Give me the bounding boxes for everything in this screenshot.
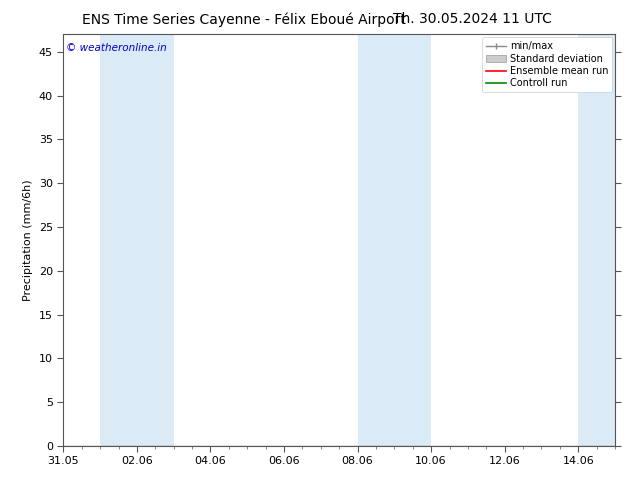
Bar	[578, 34, 615, 446]
Bar	[100, 34, 174, 446]
Text: ENS Time Series Cayenne - Félix Eboué Airport: ENS Time Series Cayenne - Félix Eboué Ai…	[82, 12, 406, 27]
Text: Th. 30.05.2024 11 UTC: Th. 30.05.2024 11 UTC	[392, 12, 552, 26]
Bar	[358, 34, 431, 446]
Text: © weatheronline.in: © weatheronline.in	[66, 43, 167, 52]
Legend: min/max, Standard deviation, Ensemble mean run, Controll run: min/max, Standard deviation, Ensemble me…	[482, 37, 612, 92]
Y-axis label: Precipitation (mm/6h): Precipitation (mm/6h)	[23, 179, 34, 301]
